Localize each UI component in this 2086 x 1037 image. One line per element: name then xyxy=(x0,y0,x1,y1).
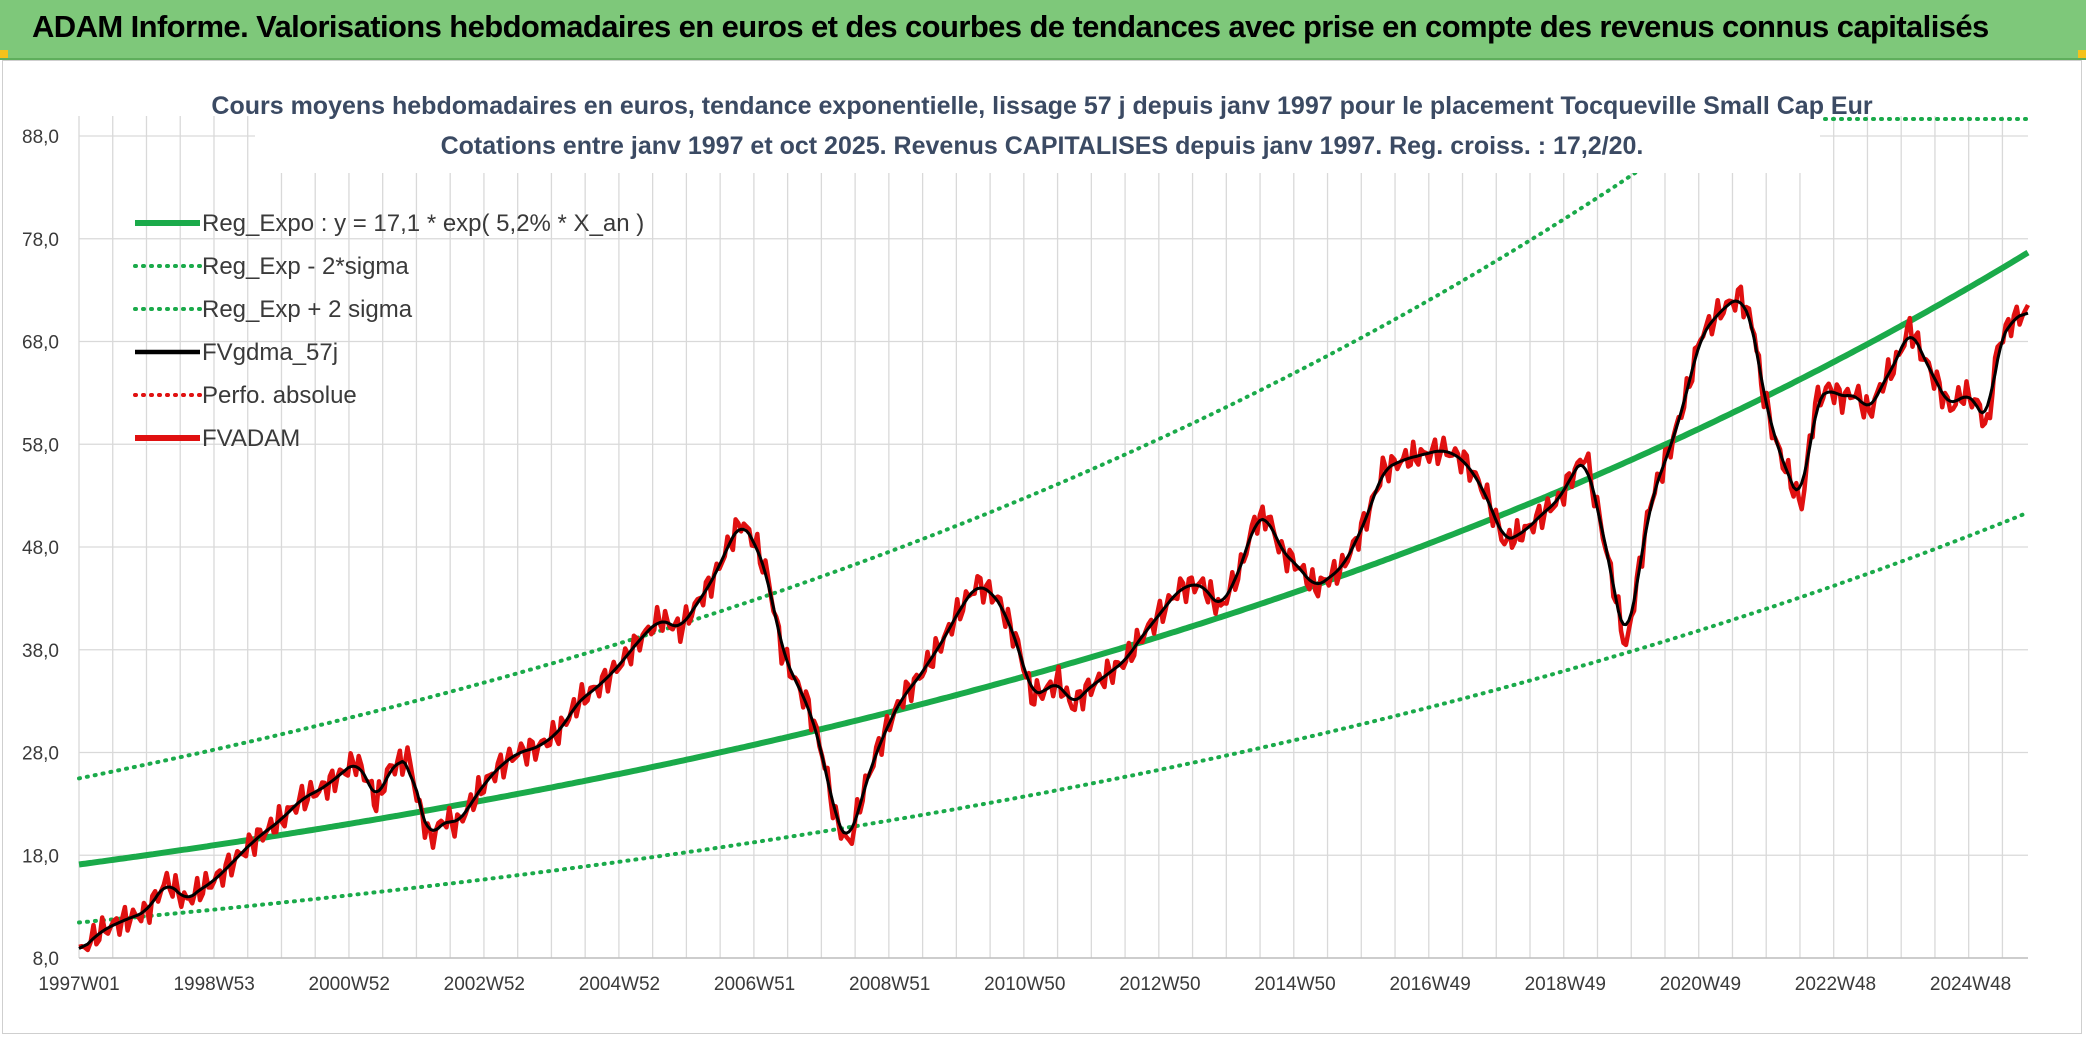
x-tick-label: 2008W51 xyxy=(849,974,930,995)
header-corner-marker-right xyxy=(2078,50,2086,58)
x-tick-label: 2006W51 xyxy=(714,974,795,995)
y-axis-ticks: 8,0 18,0 28,0 38,0 48,0 58,0 68,0 78,0 88,0 xyxy=(22,127,59,970)
chart-frame xyxy=(2,60,2082,1034)
legend-label: Reg_Exp + 2 sigma xyxy=(202,296,413,323)
x-tick-label: 2004W52 xyxy=(579,974,660,995)
header-corner-marker-left xyxy=(0,50,8,58)
y-tick-label: 48,0 xyxy=(22,538,59,559)
series-reg-expo xyxy=(78,250,2030,868)
y-tick-label: 8,0 xyxy=(33,949,59,970)
x-tick-label: 1998W53 xyxy=(173,974,254,995)
title-background xyxy=(255,83,1820,173)
y-tick-label: 28,0 xyxy=(22,744,59,765)
y-tick-label: 38,0 xyxy=(22,641,59,662)
series-fvadam xyxy=(78,284,2030,953)
x-axis-ticks: 1997W01 1998W53 2000W52 2002W52 2004W52 2006W… xyxy=(38,974,2011,995)
x-tick-label: 2024W48 xyxy=(1930,974,2011,995)
legend-label: Reg_Expo : y = 17,1 * exp( 5,2% * X_an ) xyxy=(202,210,644,237)
x-tick-label: 2018W49 xyxy=(1525,974,1606,995)
legend-label: Reg_Exp - 2*sigma xyxy=(202,253,409,280)
x-tick-label: 2002W52 xyxy=(444,974,525,995)
series-layer xyxy=(77,117,2030,953)
report-header: ADAM Informe. Valorisations hebdomadaire… xyxy=(0,0,2086,60)
legend-label: FVADAM xyxy=(202,425,300,452)
series-reg-exp-plus-2-sigma xyxy=(77,135,1689,781)
chart-subtitle: Cotations entre janv 1997 et oct 2025. R… xyxy=(441,132,1644,160)
chart-title: Cours moyens hebdomadaires en euros, ten… xyxy=(211,92,1872,120)
x-tick-label: 1997W01 xyxy=(38,974,119,995)
y-tick-label: 88,0 xyxy=(22,127,59,148)
y-tick-label: 18,0 xyxy=(22,846,59,867)
y-tick-label: 68,0 xyxy=(22,333,59,354)
x-tick-label: 2014W50 xyxy=(1254,974,1335,995)
series-fvgdma-57j xyxy=(78,299,2029,950)
x-tick-label: 2012W50 xyxy=(1119,974,1200,995)
x-tick-label: 2010W50 xyxy=(984,974,1065,995)
grid-lines xyxy=(78,116,2028,959)
y-tick-label: 78,0 xyxy=(22,230,59,251)
x-tick-label: 2000W52 xyxy=(309,974,390,995)
report-title: ADAM Informe. Valorisations hebdomadaire… xyxy=(32,9,1989,44)
x-tick-label: 2016W49 xyxy=(1389,974,1470,995)
legend-label: FVgdma_57j xyxy=(202,339,338,366)
chart-legend: Reg_Expo : y = 17,1 * exp( 5,2% * X_an )… xyxy=(133,210,644,452)
x-tick-label: 2020W49 xyxy=(1660,974,1741,995)
x-tick-label: 2022W48 xyxy=(1795,974,1876,995)
y-tick-label: 58,0 xyxy=(22,435,59,456)
series-reg-exp-minus-2-sigma xyxy=(77,510,2030,925)
legend-label: Perfo. absolue xyxy=(202,382,357,409)
